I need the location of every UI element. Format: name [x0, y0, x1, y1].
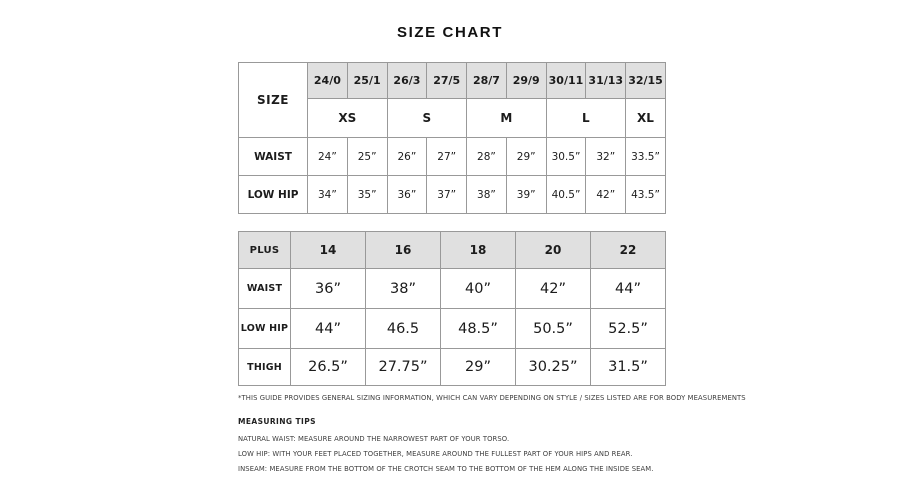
plus-thigh-value-cell: 31.5” — [590, 348, 666, 386]
low-hip-value-cell: 40.5” — [545, 175, 587, 214]
waist-value-cell: 33.5” — [625, 137, 666, 176]
plus-thigh-row: THIGH 26.5” 27.75” 29” 30.25” 31.5” — [238, 348, 666, 386]
low-hip-value-cell: 34” — [307, 175, 348, 214]
low-hip-value-cell: 42” — [585, 175, 627, 214]
size-number-cell: 29/9 — [505, 62, 547, 99]
plus-waist-row: WAIST 36” 38” 40” 42” 44” — [238, 268, 666, 309]
row-label-waist: WAIST — [238, 137, 308, 176]
plus-numbers-row: PLUS 14 16 18 20 22 — [238, 231, 666, 269]
row-label-low-hip: LOW HIP — [238, 175, 308, 214]
waist-value-cell: 32” — [585, 137, 627, 176]
plus-low-hip-value-cell: 44” — [290, 308, 366, 349]
plus-low-hip-value-cell: 50.5” — [515, 308, 591, 349]
low-hip-value-cell: 36” — [386, 175, 428, 214]
low-hip-value-cell: 38” — [466, 175, 507, 214]
size-number-cell: 27/5 — [426, 62, 468, 99]
plus-size-table: PLUS 14 16 18 20 22 WAIST 36” 38” 40” 42… — [238, 231, 666, 386]
plus-low-hip-value-cell: 46.5 — [365, 308, 441, 349]
size-letter-cell: L — [545, 98, 627, 138]
size-number-cell: 24/0 — [307, 62, 348, 99]
plus-number-cell: 14 — [290, 231, 366, 269]
measuring-tips-heading: MEASURING TIPS — [238, 417, 316, 426]
waist-value-cell: 28” — [466, 137, 507, 176]
row-label-low-hip: LOW HIP — [238, 308, 291, 349]
sizing-disclaimer-footnote: *THIS GUIDE PROVIDES GENERAL SIZING INFO… — [238, 394, 746, 402]
waist-row: WAIST 24” 25” 26” 27” 28” 29” 30.5” 32” … — [238, 137, 666, 176]
low-hip-value-cell: 35” — [346, 175, 388, 214]
plus-waist-value-cell: 40” — [440, 268, 516, 309]
low-hip-value-cell: 39” — [505, 175, 547, 214]
size-letter-cell: S — [386, 98, 468, 138]
waist-value-cell: 25” — [346, 137, 388, 176]
size-number-cell: 31/13 — [585, 62, 627, 99]
plus-waist-value-cell: 42” — [515, 268, 591, 309]
size-letters-row: XS S M L XL — [239, 98, 666, 138]
size-letter-cell: XS — [307, 98, 388, 138]
size-letter-cell: XL — [625, 98, 666, 138]
waist-value-cell: 30.5” — [545, 137, 587, 176]
size-number-cell: 30/11 — [545, 62, 587, 99]
waist-value-cell: 27” — [426, 137, 468, 176]
measuring-tip-natural-waist: NATURAL WAIST: MEASURE AROUND THE NARROW… — [238, 435, 510, 443]
size-number-cell: 26/3 — [386, 62, 428, 99]
size-numbers-row: SIZE 24/0 25/1 26/3 27/5 28/7 29/9 30/11… — [238, 62, 666, 138]
plus-thigh-value-cell: 30.25” — [515, 348, 591, 386]
plus-number-cell: 20 — [515, 231, 591, 269]
measuring-tips-list: NATURAL WAIST: MEASURE AROUND THE NARROW… — [238, 432, 653, 477]
size-corner-cell: SIZE — [238, 62, 308, 138]
size-number-cell: 28/7 — [466, 62, 507, 99]
page-title: SIZE CHART — [397, 24, 503, 41]
row-label-thigh: THIGH — [238, 348, 291, 386]
plus-thigh-value-cell: 26.5” — [290, 348, 366, 386]
plus-low-hip-value-cell: 52.5” — [590, 308, 666, 349]
waist-value-cell: 24” — [307, 137, 348, 176]
plus-thigh-value-cell: 29” — [440, 348, 516, 386]
plus-number-cell: 18 — [440, 231, 516, 269]
standard-size-table: SIZE 24/0 25/1 26/3 27/5 28/7 29/9 30/11… — [238, 62, 666, 214]
plus-low-hip-row: LOW HIP 44” 46.5 48.5” 50.5” 52.5” — [238, 308, 666, 349]
plus-waist-value-cell: 38” — [365, 268, 441, 309]
low-hip-value-cell: 37” — [426, 175, 468, 214]
low-hip-value-cell: 43.5” — [625, 175, 666, 214]
plus-waist-value-cell: 44” — [590, 268, 666, 309]
waist-value-cell: 29” — [505, 137, 547, 176]
measuring-tip-inseam: INSEAM: MEASURE FROM THE BOTTOM OF THE C… — [238, 465, 654, 473]
plus-corner-cell: PLUS — [238, 231, 291, 269]
plus-low-hip-value-cell: 48.5” — [440, 308, 516, 349]
size-number-cell: 25/1 — [346, 62, 388, 99]
size-number-cell: 32/15 — [625, 62, 666, 99]
plus-number-cell: 22 — [590, 231, 666, 269]
plus-waist-value-cell: 36” — [290, 268, 366, 309]
plus-number-cell: 16 — [365, 231, 441, 269]
waist-value-cell: 26” — [386, 137, 428, 176]
measuring-tip-low-hip: LOW HIP: WITH YOUR FEET PLACED TOGETHER,… — [238, 450, 633, 458]
low-hip-row: LOW HIP 34” 35” 36” 37” 38” 39” 40.5” 42… — [238, 175, 666, 214]
size-letter-cell: M — [466, 98, 547, 138]
row-label-waist: WAIST — [238, 268, 291, 309]
plus-thigh-value-cell: 27.75” — [365, 348, 441, 386]
